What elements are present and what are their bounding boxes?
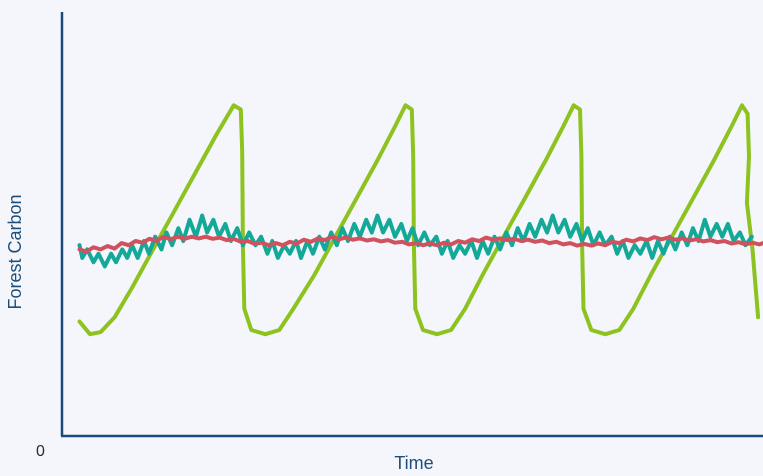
series-line-green: [77, 103, 761, 337]
series-line-red: [77, 234, 763, 254]
series-line-teal: [77, 213, 754, 269]
series-layer: [77, 103, 763, 337]
y-axis-label: Forest Carbon: [5, 194, 25, 309]
x-axis-label: Time: [394, 453, 433, 473]
y-tick-label-zero: 0: [36, 443, 45, 460]
